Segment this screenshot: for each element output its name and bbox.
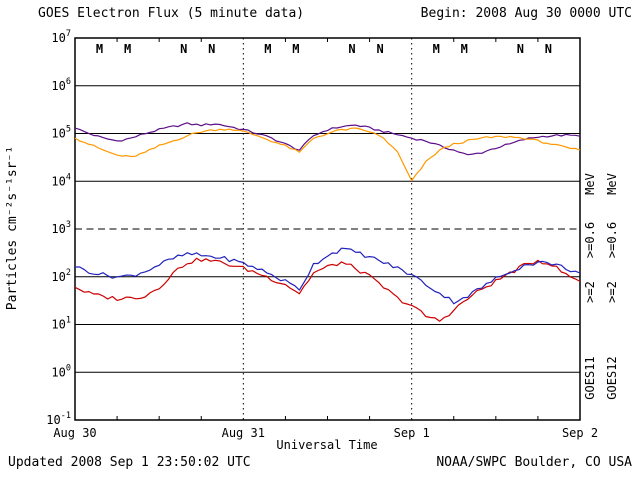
marker-m-goes12: M: [461, 42, 468, 56]
y-tick-label: 100: [51, 363, 71, 379]
marker-m-goes11: M: [96, 42, 103, 56]
x-axis-tick-labels: Aug 30 Aug 31 Sep 1 Sep 2: [53, 426, 598, 440]
marker-n-goes12: N: [208, 42, 215, 56]
plot-grid: [74, 37, 581, 421]
marker-n-goes12: N: [376, 42, 383, 56]
credit-label: NOAA/SWPC Boulder, CO USA: [436, 455, 632, 470]
marker-m-goes11: M: [433, 42, 440, 56]
marker-n-goes11: N: [517, 42, 524, 56]
y-tick-label: 104: [51, 172, 71, 188]
right-label-e06-goes11: >=0.6: [583, 222, 597, 258]
marker-n-goes11: N: [348, 42, 355, 56]
right-label-mev-goes12: MeV: [605, 173, 619, 195]
updated-timestamp: Updated 2008 Sep 1 23:50:02 UTC: [8, 455, 251, 470]
right-label-e06-goes12: >=0.6: [605, 222, 619, 258]
y-tick-label: 107: [51, 29, 71, 45]
flux-curve-goes11-2-mev: [74, 257, 581, 322]
plot-border: [74, 37, 581, 421]
x-axis-label: Universal Time: [276, 438, 377, 452]
marker-n-goes12: N: [545, 42, 552, 56]
right-label-e2-goes11: >=2: [583, 281, 597, 303]
begin-timestamp: Begin: 2008 Aug 30 0000 UTC: [421, 6, 632, 21]
x-tick-label: Sep 2: [562, 426, 598, 440]
y-tick-label: 102: [51, 268, 71, 284]
x-tick-label: Aug 31: [222, 426, 265, 440]
y-tick-label: 103: [51, 220, 71, 236]
marker-m-goes12: M: [124, 42, 131, 56]
x-tick-label: Aug 30: [53, 426, 96, 440]
y-axis-tick-labels: 107 106 105 104 103 102 101 100 10-1: [46, 29, 71, 427]
y-tick-label: 10-1: [46, 411, 71, 427]
y-axis-label: Particles cm⁻²s⁻¹sr⁻¹: [5, 146, 20, 310]
y-tick-label: 106: [51, 77, 71, 93]
marker-m-goes11: M: [264, 42, 271, 56]
chart-title: GOES Electron Flux (5 minute data): [38, 6, 304, 21]
marker-n-goes11: N: [180, 42, 187, 56]
marker-m-goes12: M: [292, 42, 299, 56]
flux-curve-goes11-0.6-mev: [74, 122, 581, 156]
right-label-sat-goes12: GOES12: [605, 356, 619, 399]
x-tick-label: Sep 1: [394, 426, 430, 440]
right-label-sat-goes11: GOES11: [583, 356, 597, 399]
right-label-mev-goes11: MeV: [583, 173, 597, 195]
flux-curve-goes12-2-mev: [75, 247, 581, 305]
flux-curves: [74, 122, 581, 322]
y-tick-label: 101: [51, 316, 71, 332]
flux-curve-goes12-0.6-mev: [74, 127, 581, 182]
right-label-e2-goes12: >=2: [605, 281, 619, 303]
y-tick-label: 105: [51, 125, 71, 141]
